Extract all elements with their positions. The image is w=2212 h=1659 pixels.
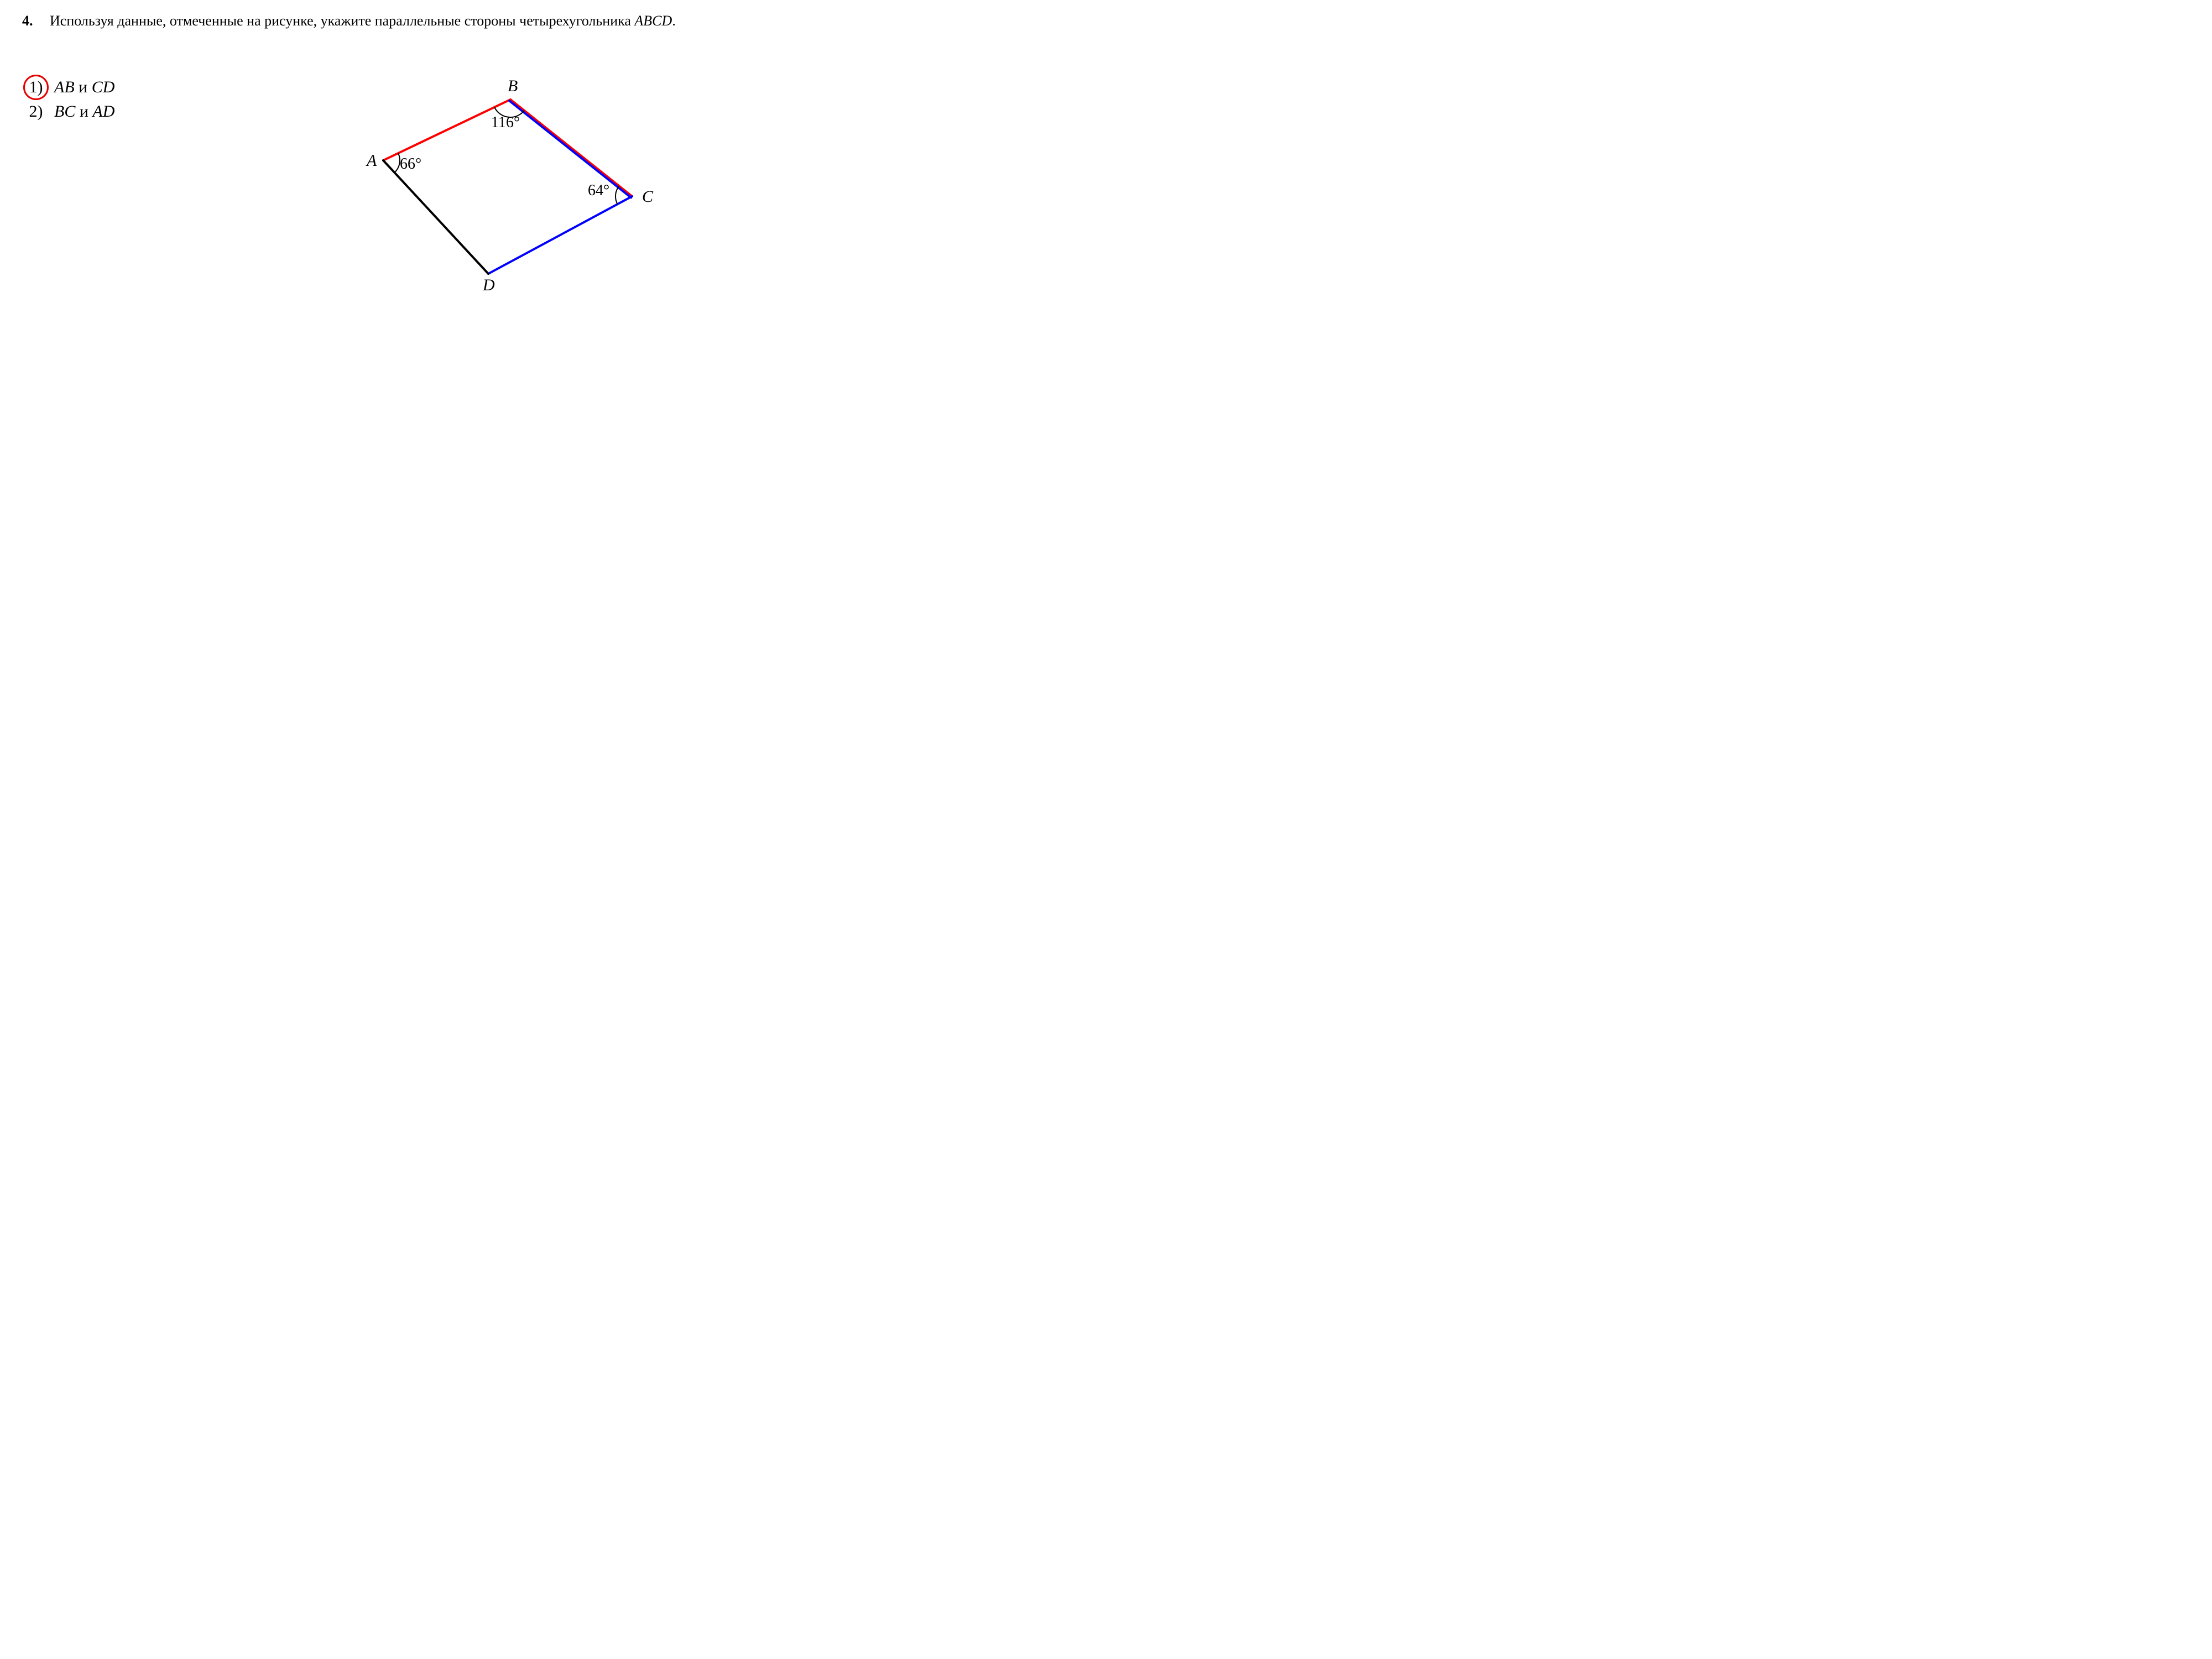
conj: и <box>80 102 88 121</box>
quadrilateral-svg: A B C D 66° 116° 64° <box>333 69 676 301</box>
diagram: A B C D 66° 116° 64° <box>333 69 714 304</box>
svg-text:A: A <box>366 152 377 170</box>
seg: AD <box>92 102 114 121</box>
svg-text:116°: 116° <box>491 114 520 131</box>
answer-option: 2) BC и AD <box>22 102 333 121</box>
seg: CD <box>92 78 115 96</box>
answer-number-1: 1) <box>22 75 50 100</box>
selected-circle: 1) <box>23 75 49 100</box>
problem-prefix: Используя данные, отмеченные на рисунке,… <box>50 13 634 29</box>
body-row: 1) AB и CD 2) BC и AD ABCD66°116°64° <box>22 69 713 304</box>
seg: AB <box>54 78 75 96</box>
answer-text-1: AB и CD <box>54 78 114 97</box>
svg-text:B: B <box>508 77 518 95</box>
problem-text: Используя данные, отмеченные на рисунке,… <box>50 11 713 30</box>
problem-number: 4. <box>22 11 50 30</box>
answer-number-2: 2) <box>22 102 50 121</box>
problem-suffix: . <box>672 13 676 29</box>
answer-text-2: BC и AD <box>54 102 114 121</box>
conj: и <box>79 78 87 96</box>
answer-option: 1) AB и CD <box>22 75 333 100</box>
shape-name: ABCD <box>634 13 672 29</box>
svg-text:C: C <box>642 187 654 206</box>
seg: BC <box>54 102 75 121</box>
problem-statement: 4. Используя данные, отмеченные на рисун… <box>22 11 713 30</box>
svg-text:66°: 66° <box>400 155 421 173</box>
problem-page: 4. Используя данные, отмеченные на рисун… <box>0 0 735 326</box>
svg-text:64°: 64° <box>588 182 609 199</box>
answer-list: 1) AB и CD 2) BC и AD <box>22 69 333 304</box>
svg-text:D: D <box>482 276 495 294</box>
